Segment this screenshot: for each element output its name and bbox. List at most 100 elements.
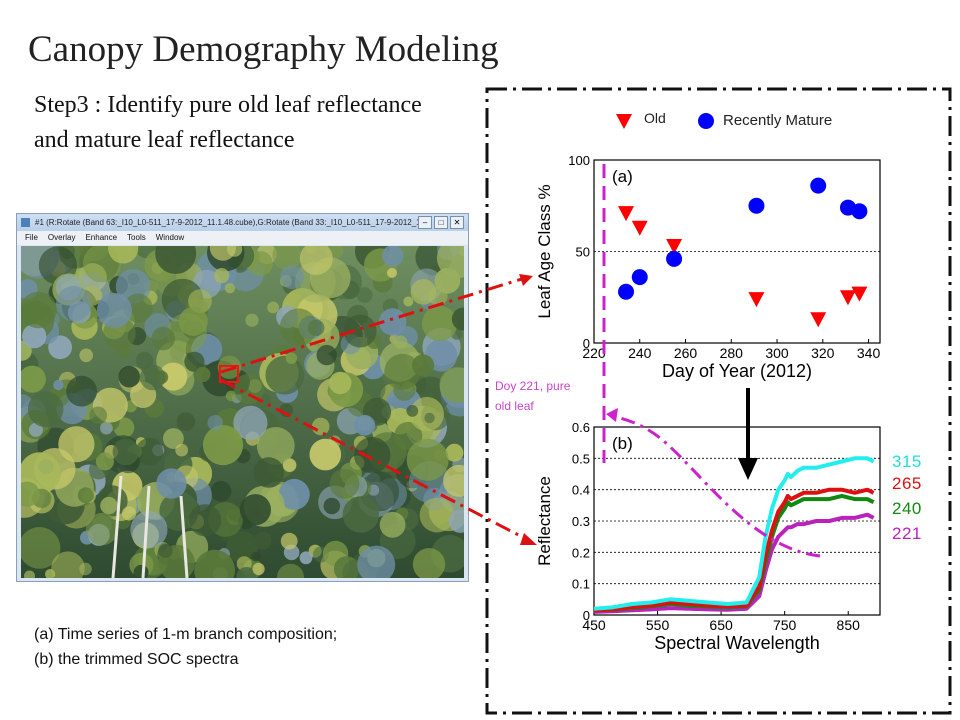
canopy-blob	[443, 464, 464, 497]
canopy-blob	[267, 301, 279, 314]
spectrum-line-221	[593, 512, 875, 614]
y-tick-label: 50	[576, 245, 590, 260]
x-tick-label: 550	[646, 617, 670, 633]
canopy-blob	[66, 375, 97, 407]
y-axis-label: Leaf Age Class %	[535, 184, 554, 318]
canopy-blob	[253, 531, 272, 550]
y-tick-label: 100	[568, 153, 590, 168]
minimize-icon[interactable]: –	[418, 216, 432, 229]
canopy-blob	[217, 355, 242, 379]
red-arrow-lower-head	[520, 533, 537, 545]
red-arrow-upper-head	[519, 274, 533, 286]
x-axis-label: Spectral Wavelength	[654, 633, 819, 653]
canopy-blob	[451, 307, 464, 331]
canopy-blob	[28, 422, 43, 437]
canopy-blob	[38, 459, 54, 475]
canopy-blob	[178, 306, 208, 336]
canopy-blob	[95, 452, 114, 471]
x-tick-label: 750	[773, 617, 797, 633]
canopy-blob	[159, 362, 188, 391]
canopy-blob	[135, 351, 154, 370]
curved-arrow-head	[606, 408, 618, 422]
canopy-blob	[139, 364, 166, 391]
x-tick-label: 240	[628, 345, 652, 361]
menu-overlay[interactable]: Overlay	[47, 233, 76, 242]
x-tick-label: 320	[811, 345, 835, 361]
y-tick-label: 0.6	[572, 420, 590, 435]
canopy-blob	[79, 348, 93, 363]
canopy-blob	[226, 531, 258, 563]
y-tick-label: 0.1	[572, 577, 590, 592]
legend-recently-mature-label: Recently Mature	[723, 112, 833, 129]
canopy-blob	[316, 344, 337, 366]
canopy-blob	[21, 365, 46, 393]
canopy-blob	[202, 425, 244, 466]
canopy-blob	[135, 438, 164, 466]
canopy-blob	[56, 285, 92, 322]
old-point	[666, 239, 683, 255]
canopy-blob	[89, 406, 108, 425]
canopy-blob	[439, 367, 464, 403]
recently-mature-point	[618, 283, 635, 300]
x-tick-label: 650	[709, 617, 733, 633]
canopy-blob	[21, 291, 57, 329]
y-tick-label: 0	[583, 608, 590, 623]
canopy-blob	[158, 543, 173, 558]
menu-tools[interactable]: Tools	[127, 233, 146, 242]
canopy-blob	[22, 324, 47, 349]
old-point	[748, 292, 765, 308]
legend-old-marker	[616, 114, 632, 129]
canopy-blob	[342, 496, 379, 533]
canopy-blob	[285, 352, 298, 364]
canopy-blob	[279, 308, 318, 346]
canopy-blob	[176, 412, 196, 431]
app-icon	[21, 218, 30, 227]
y-axis-label: Reflectance	[535, 476, 554, 566]
canopy-blob	[379, 308, 407, 336]
canopy-blob	[21, 527, 61, 569]
canopy-blob	[252, 562, 265, 576]
y-tick-label: 0.4	[572, 483, 590, 498]
canopy-blob	[329, 468, 360, 499]
close-icon[interactable]: ✕	[450, 216, 464, 229]
canopy-blob	[159, 491, 199, 531]
canopy-blob	[233, 373, 265, 405]
spectrum-label-240: 240	[892, 499, 922, 518]
caption-line-a: (a) Time series of 1-m branch compositio…	[34, 626, 338, 643]
canopy-blob	[100, 421, 113, 435]
recently-mature-point	[810, 177, 827, 194]
canopy-blob	[214, 268, 230, 284]
canopy-blob	[236, 567, 257, 578]
canopy-blob	[58, 426, 95, 463]
x-tick-label: 280	[720, 345, 744, 361]
y-tick-label: 0	[583, 336, 590, 351]
canopy-blob	[24, 570, 35, 578]
canopy-blob	[410, 279, 437, 305]
canopy-blob	[245, 313, 259, 327]
menu-window[interactable]: Window	[155, 233, 185, 242]
canopy-blob	[424, 412, 435, 424]
tree-trunk-1	[141, 485, 151, 578]
spectrum-line-265	[593, 487, 875, 613]
envi-screenshot-window: #1 (R:Rotate (Band 63:_I10_L0-511_17-9-2…	[16, 213, 469, 582]
canopy-blob	[207, 415, 223, 431]
canopy-blob	[248, 251, 273, 276]
menu-file[interactable]: File	[25, 233, 38, 242]
canopy-blob	[299, 246, 333, 275]
canopy-blob	[155, 246, 197, 274]
x-tick-label: 850	[837, 617, 861, 633]
canopy-blob	[97, 293, 132, 328]
canopy-blob	[225, 390, 237, 402]
spectrum-label-315: 315	[892, 452, 922, 471]
menu-enhance[interactable]: Enhance	[85, 233, 118, 242]
step-description: Step3 : Identify pure old leaf reflectan…	[34, 92, 422, 153]
canopy-blob	[272, 246, 302, 270]
maximize-icon[interactable]: □	[434, 216, 448, 229]
canopy-blob	[387, 267, 397, 278]
old-point	[631, 220, 648, 236]
recently-mature-point	[666, 250, 683, 267]
old-point	[618, 206, 635, 222]
canopy-blob	[406, 438, 449, 481]
x-tick-label: 300	[765, 345, 789, 361]
